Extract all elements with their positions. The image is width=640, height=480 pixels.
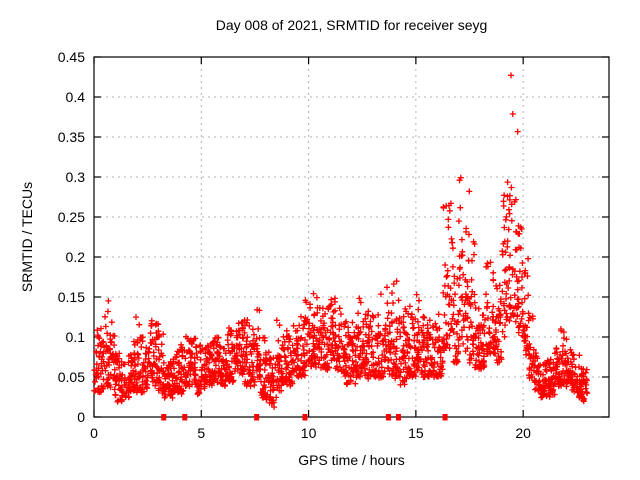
y-tick-label: 0.1	[66, 329, 86, 345]
x-tick-label: 5	[197, 425, 205, 441]
x-tick-label: 15	[408, 425, 424, 441]
x-tick-label: 20	[515, 425, 531, 441]
plot-frame	[93, 56, 610, 418]
y-tick-label: 0.35	[58, 129, 85, 145]
event-marker-square	[385, 414, 391, 421]
event-marker-square	[254, 414, 260, 421]
x-axis-label: GPS time / hours	[298, 452, 405, 468]
y-tick-label: 0.4	[66, 89, 86, 105]
y-tick-label: 0.05	[58, 369, 85, 385]
event-marker-square	[161, 414, 167, 421]
x-tick-label: 10	[301, 425, 317, 441]
y-tick-label: 0	[77, 409, 85, 425]
srmtid-scatter-points	[91, 72, 591, 411]
y-tick-label: 0.2	[66, 249, 86, 265]
y-tick-label: 0.45	[58, 49, 85, 65]
x-tick-label: 0	[90, 425, 98, 441]
chart-title: Day 008 of 2021, SRMTID for receiver sey…	[215, 17, 488, 33]
y-tick-label: 0.25	[58, 209, 85, 225]
event-marker-square	[442, 414, 448, 421]
y-tick-label: 0.3	[66, 169, 86, 185]
event-marker-square	[395, 414, 401, 421]
event-marker-square	[302, 414, 308, 421]
y-tick-label: 0.15	[58, 289, 85, 305]
event-marker-square	[182, 414, 188, 421]
